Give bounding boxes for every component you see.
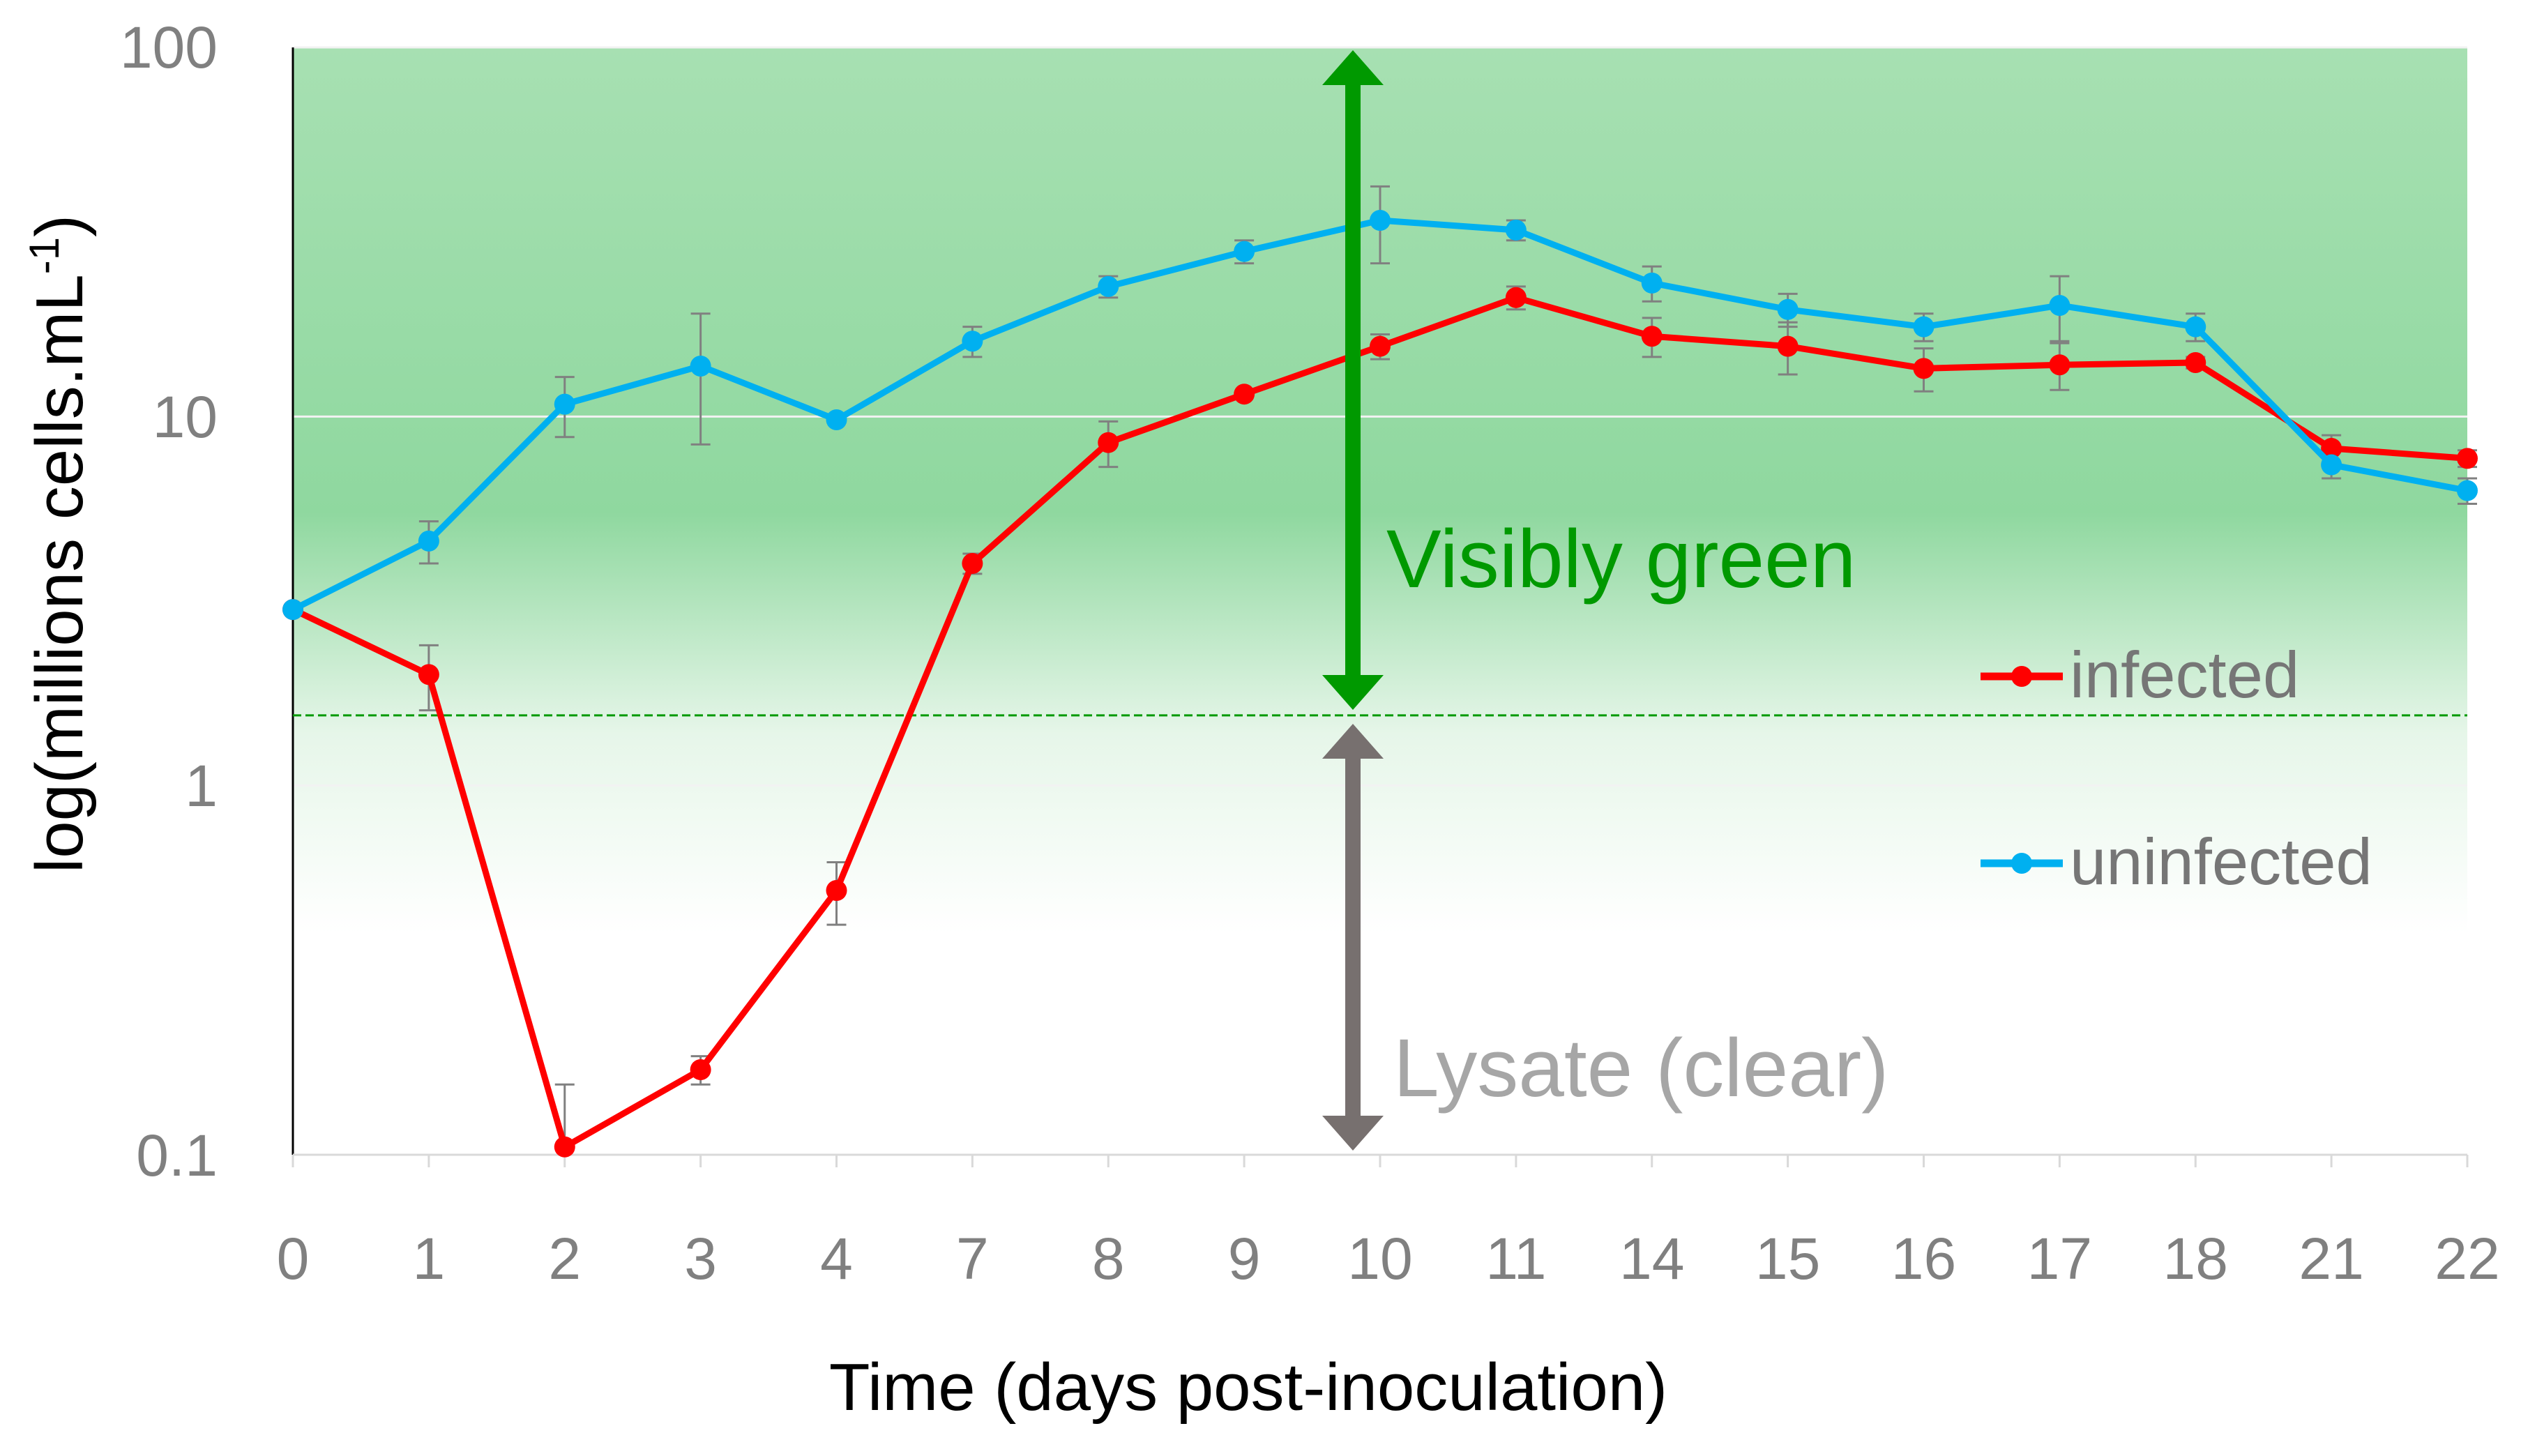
point-infected-1 — [418, 664, 439, 685]
x-tick-label-7: 7 — [956, 1226, 989, 1291]
point-uninfected-18 — [2185, 316, 2206, 338]
grey-arrow-head-bottom — [1322, 1116, 1384, 1151]
green-arrow-head-top — [1322, 50, 1384, 85]
y-tick-label-0.1: 0.1 — [136, 1123, 218, 1188]
point-infected-3 — [690, 1059, 711, 1081]
green-arrow-head-bottom — [1322, 675, 1384, 710]
series-infected — [282, 287, 2478, 1158]
x-tick-labels: 0 1 2 3 4 7 8 9 10 11 14 15 16 17 18 21 22 — [277, 1226, 2500, 1291]
x-tick-label-11: 11 — [1485, 1226, 1546, 1291]
lysate-label: Lysate (clear) — [1393, 1022, 1888, 1114]
x-tick-label-17: 17 — [2027, 1226, 2092, 1291]
point-uninfected-2 — [554, 393, 575, 415]
point-infected-22 — [2457, 448, 2478, 469]
legend: infected uninfected — [1981, 638, 2372, 898]
x-tick-marks — [292, 1155, 2469, 1167]
point-infected-17 — [2049, 354, 2070, 376]
point-infected-18 — [2185, 351, 2206, 373]
point-infected-15 — [1777, 335, 1799, 357]
gridlines — [293, 46, 2467, 787]
legend-marker-uninfected — [2011, 853, 2032, 874]
point-uninfected-15 — [1777, 298, 1799, 320]
x-tick-label-16: 16 — [1891, 1226, 1956, 1291]
point-infected-2 — [554, 1136, 575, 1158]
point-uninfected-22 — [2457, 480, 2478, 501]
y-axis-title: log(millions cells.mL-1) — [21, 215, 97, 873]
visibly-green-label: Visibly green — [1386, 513, 1856, 605]
y-axis-title-close: ) — [22, 215, 97, 237]
x-tick-label-1: 1 — [413, 1226, 446, 1291]
point-infected-21 — [2321, 437, 2342, 459]
point-uninfected-16 — [1913, 316, 1935, 338]
legend-marker-infected — [2011, 666, 2032, 687]
point-uninfected-8 — [1098, 275, 1119, 297]
legend-label-uninfected: uninfected — [2070, 825, 2372, 898]
point-uninfected-14 — [1641, 272, 1663, 294]
green-arrow — [1322, 50, 1384, 710]
x-tick-label-22: 22 — [2435, 1226, 2499, 1291]
y-axis-title-superscript: -1 — [21, 237, 68, 274]
point-uninfected-10 — [1370, 210, 1391, 232]
point-uninfected-1 — [418, 530, 439, 552]
x-tick-label-9: 9 — [1228, 1226, 1261, 1291]
point-infected-11 — [1505, 287, 1527, 308]
point-infected-7 — [962, 552, 983, 574]
x-tick-label-15: 15 — [1755, 1226, 1820, 1291]
point-infected-10 — [1370, 335, 1391, 357]
x-tick-label-18: 18 — [2163, 1226, 2228, 1291]
point-uninfected-11 — [1505, 219, 1527, 241]
y-tick-labels: 0.1 1 10 100 — [120, 15, 218, 1188]
x-tick-label-8: 8 — [1092, 1226, 1125, 1291]
y-tick-label-1: 1 — [185, 753, 218, 819]
x-tick-label-14: 14 — [1619, 1226, 1684, 1291]
y-tick-label-10: 10 — [153, 384, 218, 450]
legend-label-infected: infected — [2070, 638, 2299, 711]
x-axis-title: Time (days post-inoculation) — [829, 1350, 1667, 1425]
point-infected-9 — [1234, 384, 1255, 405]
point-uninfected-3 — [690, 355, 711, 377]
point-uninfected-9 — [1234, 241, 1255, 262]
point-uninfected-21 — [2321, 454, 2342, 476]
series-uninfected — [282, 210, 2478, 621]
y-axis-title-main: log(millions cells.mL — [22, 274, 97, 873]
y-tick-label-100: 100 — [120, 15, 218, 80]
point-infected-4 — [826, 879, 847, 901]
point-infected-14 — [1641, 326, 1663, 347]
x-tick-label-3: 3 — [684, 1226, 717, 1291]
point-uninfected-17 — [2049, 294, 2070, 316]
point-infected-16 — [1913, 358, 1935, 379]
x-tick-label-0: 0 — [277, 1226, 310, 1291]
grey-arrow — [1322, 724, 1384, 1151]
series-layer — [282, 210, 2478, 1158]
x-tick-label-21: 21 — [2299, 1226, 2363, 1291]
point-uninfected-0 — [282, 599, 303, 621]
legend-item-uninfected: uninfected — [1981, 825, 2372, 898]
point-uninfected-4 — [826, 409, 847, 430]
point-uninfected-7 — [962, 331, 983, 352]
x-tick-label-2: 2 — [548, 1226, 581, 1291]
x-tick-label-10: 10 — [1347, 1226, 1412, 1291]
legend-item-infected: infected — [1981, 638, 2299, 711]
grey-arrow-head-top — [1322, 724, 1384, 759]
x-tick-label-4: 4 — [820, 1226, 853, 1291]
point-infected-8 — [1098, 432, 1119, 453]
